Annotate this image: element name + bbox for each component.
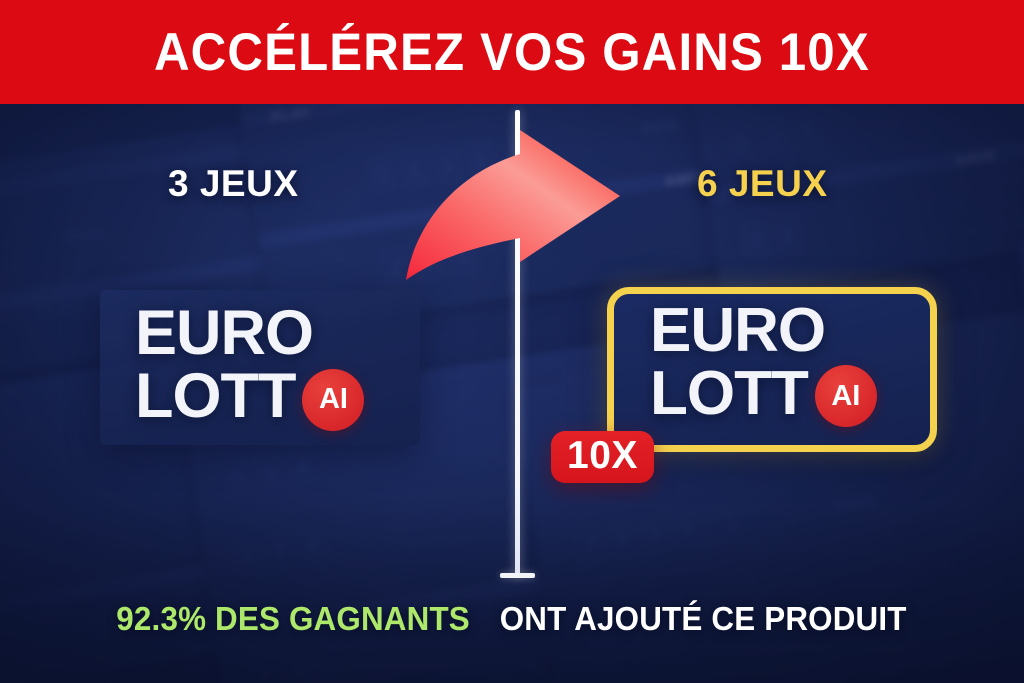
logo-card-before <box>100 290 420 445</box>
eurolott-logo-after: EURO LOTT AI <box>650 296 877 428</box>
banner-title: ACCÉLÉREZ VOS GAINS 10X <box>154 22 870 82</box>
multiplier-badge: 10X <box>551 431 654 483</box>
vertical-divider <box>515 110 520 578</box>
logo-card-after <box>607 287 937 452</box>
logo-line-euro: EURO <box>650 296 826 365</box>
eurolott-logo-before: EURO LOTT AI <box>135 298 365 431</box>
curved-arrow-icon <box>406 130 620 280</box>
divider-foot <box>500 573 535 578</box>
logo-line-lott: LOTT <box>650 358 809 428</box>
footer-claim: 92.3% DES GAGNANTS ONT AJOUTÉ CE PRODUIT <box>0 600 1024 638</box>
claim-stat: 92.3% DES GAGNANTS <box>116 600 470 637</box>
ai-badge: AI <box>302 368 365 431</box>
claim-text: ONT AJOUTÉ CE PRODUIT <box>499 600 907 637</box>
label-before-games: 3 JEUX <box>168 163 299 204</box>
logo-line-euro: EURO <box>135 298 314 368</box>
ai-badge: AI <box>814 365 877 428</box>
header-banner: ACCÉLÉREZ VOS GAINS 10X <box>0 0 1024 104</box>
logo-line-lott: LOTT <box>135 360 296 431</box>
label-after-games: 6 JEUX <box>697 163 828 204</box>
